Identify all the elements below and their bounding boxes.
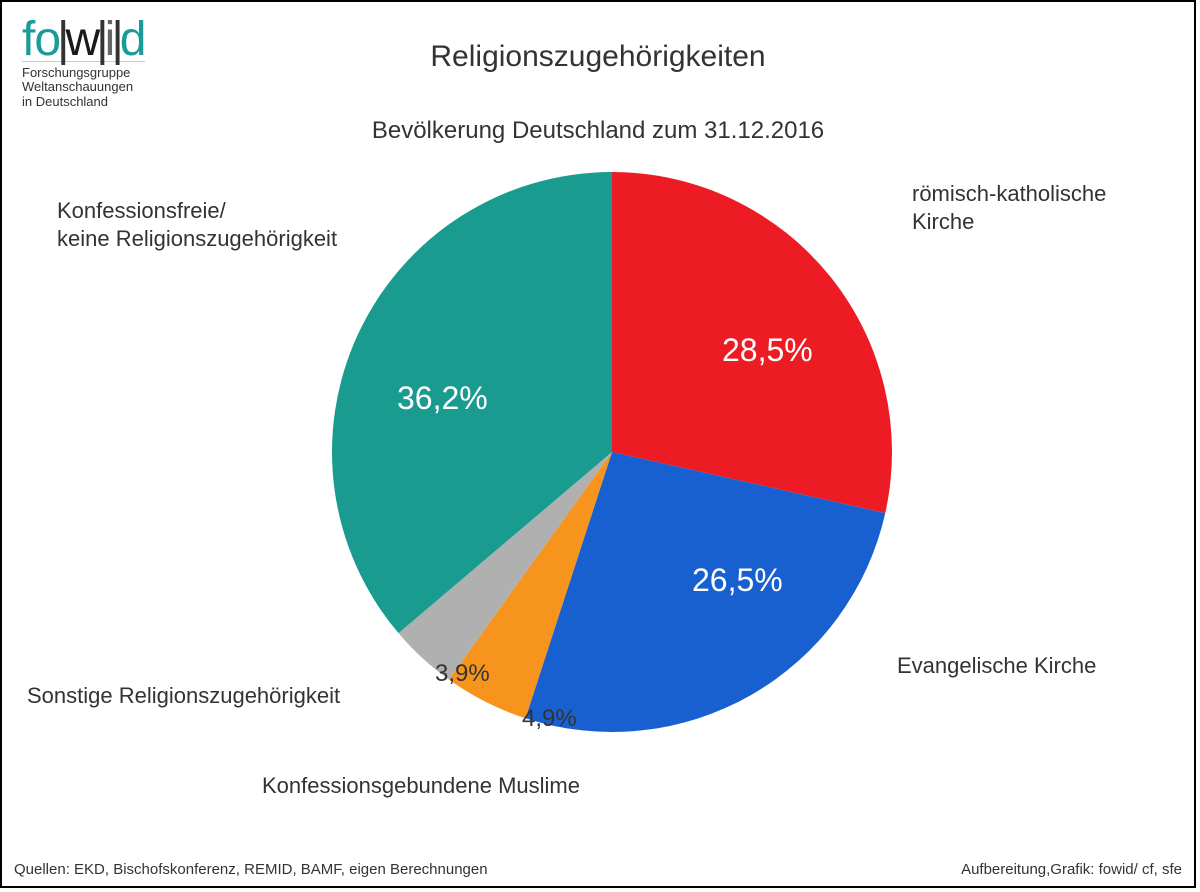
slice-label-3: Sonstige Religionszugehörigkeit [27, 682, 340, 710]
slice-label-4: Konfessionsfreie/keine Religionszugehöri… [57, 197, 337, 252]
logo-sub-line: Weltanschauungen [22, 80, 145, 94]
pie-svg [332, 172, 892, 732]
logo-sub-line: in Deutschland [22, 95, 145, 109]
slice-label-line: Konfessionsgebundene Muslime [262, 772, 580, 800]
chart-container: fo|w|i|d Forschungsgruppe Weltanschauung… [0, 0, 1196, 888]
pie-chart [332, 172, 892, 732]
chart-subtitle: Bevölkerung Deutschland zum 31.12.2016 [372, 117, 824, 145]
footer-credits: Aufbereitung,Grafik: fowid/ cf, sfe [961, 861, 1182, 878]
slice-pct-3: 3,9% [435, 660, 490, 688]
footer-sources: Quellen: EKD, Bischofskonferenz, REMID, … [14, 861, 488, 878]
logo-sub-line: Forschungsgruppe [22, 66, 145, 80]
logo: fo|w|i|d Forschungsgruppe Weltanschauung… [22, 12, 145, 109]
logo-fo: fo [22, 13, 60, 66]
slice-label-line: Sonstige Religionszugehörigkeit [27, 682, 340, 710]
slice-label-line: Kirche [912, 208, 1106, 236]
slice-label-2: Konfessionsgebundene Muslime [262, 772, 580, 800]
slice-pct-0: 28,5% [722, 332, 813, 369]
slice-label-1: Evangelische Kirche [897, 652, 1096, 680]
slice-pct-4: 36,2% [397, 380, 488, 417]
slice-label-line: keine Religionszugehörigkeit [57, 225, 337, 253]
slice-label-line: Evangelische Kirche [897, 652, 1096, 680]
slice-label-line: römisch-katholische [912, 180, 1106, 208]
slice-label-line: Konfessionsfreie/ [57, 197, 337, 225]
logo-d: d [120, 13, 146, 66]
slice-pct-2: 4,9% [522, 705, 577, 733]
logo-wordmark: fo|w|i|d [22, 12, 145, 67]
slice-pct-1: 26,5% [692, 562, 783, 599]
logo-subtitle: Forschungsgruppe Weltanschauungen in Deu… [22, 61, 145, 109]
slice-label-0: römisch-katholischeKirche [912, 180, 1106, 235]
logo-w: w [66, 13, 100, 66]
chart-title: Religionszugehörigkeiten [430, 40, 765, 74]
